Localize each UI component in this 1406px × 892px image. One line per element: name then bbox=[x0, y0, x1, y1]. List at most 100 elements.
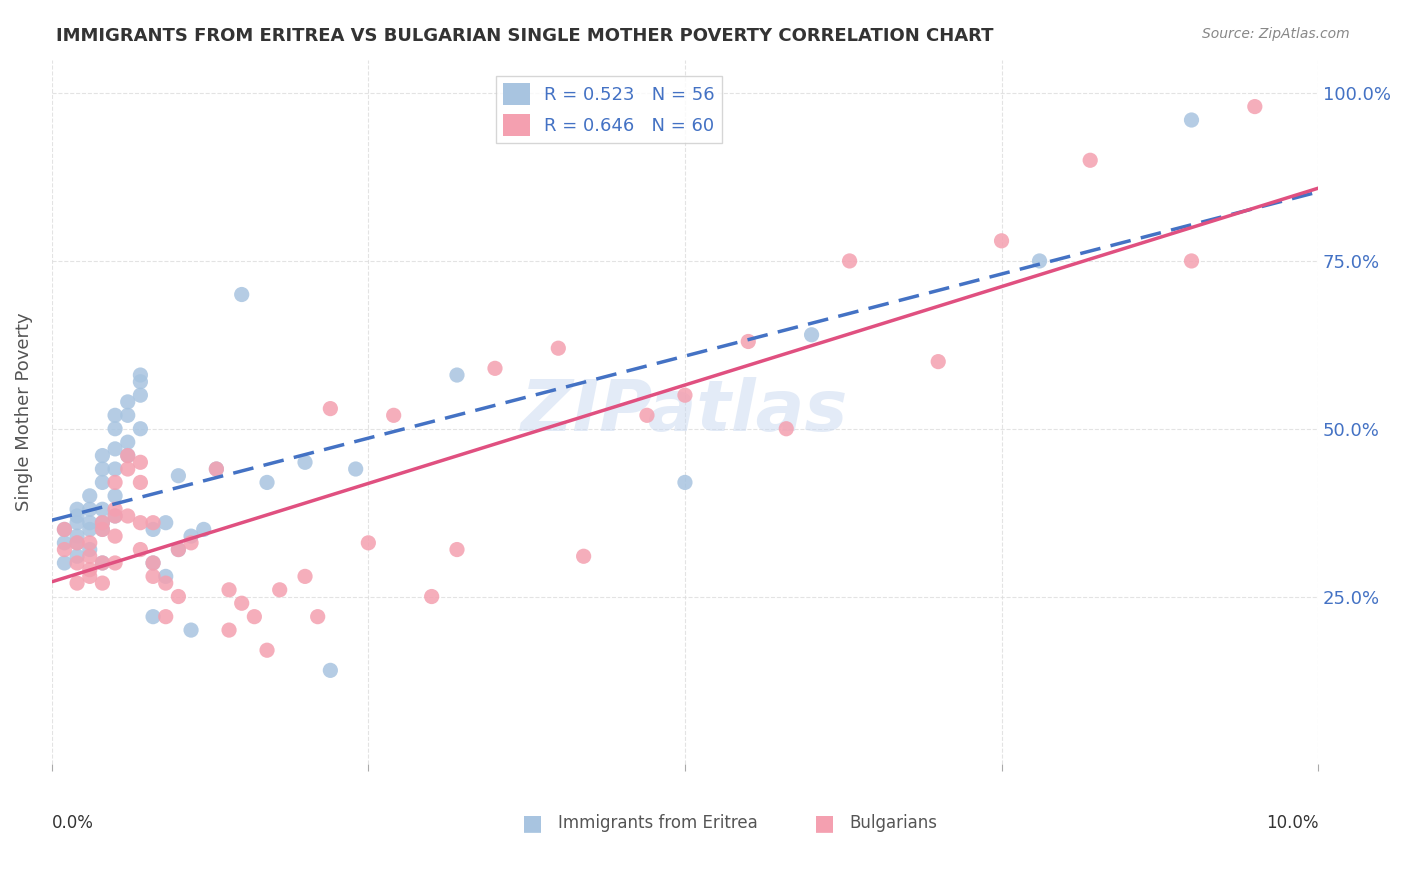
Point bbox=[1180, 254, 1202, 268]
Point bbox=[218, 582, 240, 597]
Text: 0.0%: 0.0% bbox=[52, 814, 94, 831]
Point bbox=[142, 556, 165, 570]
Point bbox=[800, 327, 823, 342]
Point bbox=[155, 569, 177, 583]
Point bbox=[79, 516, 101, 530]
Point bbox=[382, 409, 405, 423]
Point bbox=[193, 523, 215, 537]
Point bbox=[231, 596, 253, 610]
Point bbox=[636, 409, 658, 423]
Point bbox=[91, 576, 114, 591]
Point bbox=[142, 556, 165, 570]
Point bbox=[117, 449, 139, 463]
Text: Source: ZipAtlas.com: Source: ZipAtlas.com bbox=[1202, 27, 1350, 41]
Point bbox=[167, 542, 190, 557]
Point bbox=[231, 287, 253, 301]
Point bbox=[66, 549, 89, 564]
Point bbox=[91, 556, 114, 570]
Point bbox=[673, 388, 696, 402]
Text: Bulgarians: Bulgarians bbox=[849, 814, 938, 831]
Point bbox=[155, 516, 177, 530]
Point bbox=[117, 409, 139, 423]
Point bbox=[66, 529, 89, 543]
Legend: R = 0.523   N = 56, R = 0.646   N = 60: R = 0.523 N = 56, R = 0.646 N = 60 bbox=[496, 76, 723, 144]
Point bbox=[79, 569, 101, 583]
Point bbox=[66, 508, 89, 523]
Text: ■: ■ bbox=[523, 814, 544, 834]
Point bbox=[256, 643, 278, 657]
Point bbox=[66, 536, 89, 550]
Point bbox=[91, 516, 114, 530]
Text: ■: ■ bbox=[814, 814, 835, 834]
Point bbox=[91, 475, 114, 490]
Point bbox=[104, 502, 127, 516]
Text: IMMIGRANTS FROM ERITREA VS BULGARIAN SINGLE MOTHER POVERTY CORRELATION CHART: IMMIGRANTS FROM ERITREA VS BULGARIAN SIN… bbox=[56, 27, 994, 45]
Point bbox=[129, 475, 152, 490]
Point bbox=[79, 523, 101, 537]
Point bbox=[420, 590, 443, 604]
Point bbox=[1078, 153, 1101, 168]
Point bbox=[167, 542, 190, 557]
Point bbox=[66, 536, 89, 550]
Point bbox=[218, 623, 240, 637]
Point bbox=[129, 542, 152, 557]
Point bbox=[129, 388, 152, 402]
Point bbox=[357, 536, 380, 550]
Point bbox=[117, 435, 139, 450]
Point bbox=[737, 334, 759, 349]
Point bbox=[91, 523, 114, 537]
Point bbox=[53, 523, 76, 537]
Point bbox=[243, 609, 266, 624]
Point bbox=[180, 623, 202, 637]
Point bbox=[91, 523, 114, 537]
Point bbox=[104, 462, 127, 476]
Point bbox=[484, 361, 506, 376]
Point bbox=[66, 502, 89, 516]
Point bbox=[307, 609, 329, 624]
Point bbox=[117, 449, 139, 463]
Point bbox=[104, 529, 127, 543]
Point bbox=[91, 462, 114, 476]
Point bbox=[91, 556, 114, 570]
Point bbox=[205, 462, 228, 476]
Point bbox=[79, 489, 101, 503]
Text: Immigrants from Eritrea: Immigrants from Eritrea bbox=[558, 814, 758, 831]
Point bbox=[53, 536, 76, 550]
Point bbox=[572, 549, 595, 564]
Point bbox=[66, 576, 89, 591]
Point bbox=[446, 542, 468, 557]
Point bbox=[1243, 99, 1265, 113]
Point bbox=[104, 442, 127, 456]
Point bbox=[79, 502, 101, 516]
Point bbox=[142, 523, 165, 537]
Point bbox=[91, 516, 114, 530]
Point bbox=[205, 462, 228, 476]
Point bbox=[344, 462, 367, 476]
Point bbox=[129, 368, 152, 382]
Point bbox=[294, 569, 316, 583]
Point bbox=[117, 395, 139, 409]
Point bbox=[91, 502, 114, 516]
Point bbox=[167, 468, 190, 483]
Y-axis label: Single Mother Poverty: Single Mother Poverty bbox=[15, 313, 32, 511]
Point bbox=[79, 549, 101, 564]
Point bbox=[104, 489, 127, 503]
Point bbox=[91, 449, 114, 463]
Point bbox=[79, 563, 101, 577]
Point bbox=[180, 529, 202, 543]
Point bbox=[142, 516, 165, 530]
Point bbox=[294, 455, 316, 469]
Point bbox=[129, 516, 152, 530]
Text: 10.0%: 10.0% bbox=[1265, 814, 1319, 831]
Point bbox=[53, 523, 76, 537]
Point bbox=[117, 508, 139, 523]
Point bbox=[117, 462, 139, 476]
Point bbox=[990, 234, 1012, 248]
Point bbox=[155, 609, 177, 624]
Point bbox=[104, 556, 127, 570]
Point bbox=[927, 354, 949, 368]
Point bbox=[104, 508, 127, 523]
Point bbox=[1180, 113, 1202, 128]
Point bbox=[129, 375, 152, 389]
Point bbox=[838, 254, 860, 268]
